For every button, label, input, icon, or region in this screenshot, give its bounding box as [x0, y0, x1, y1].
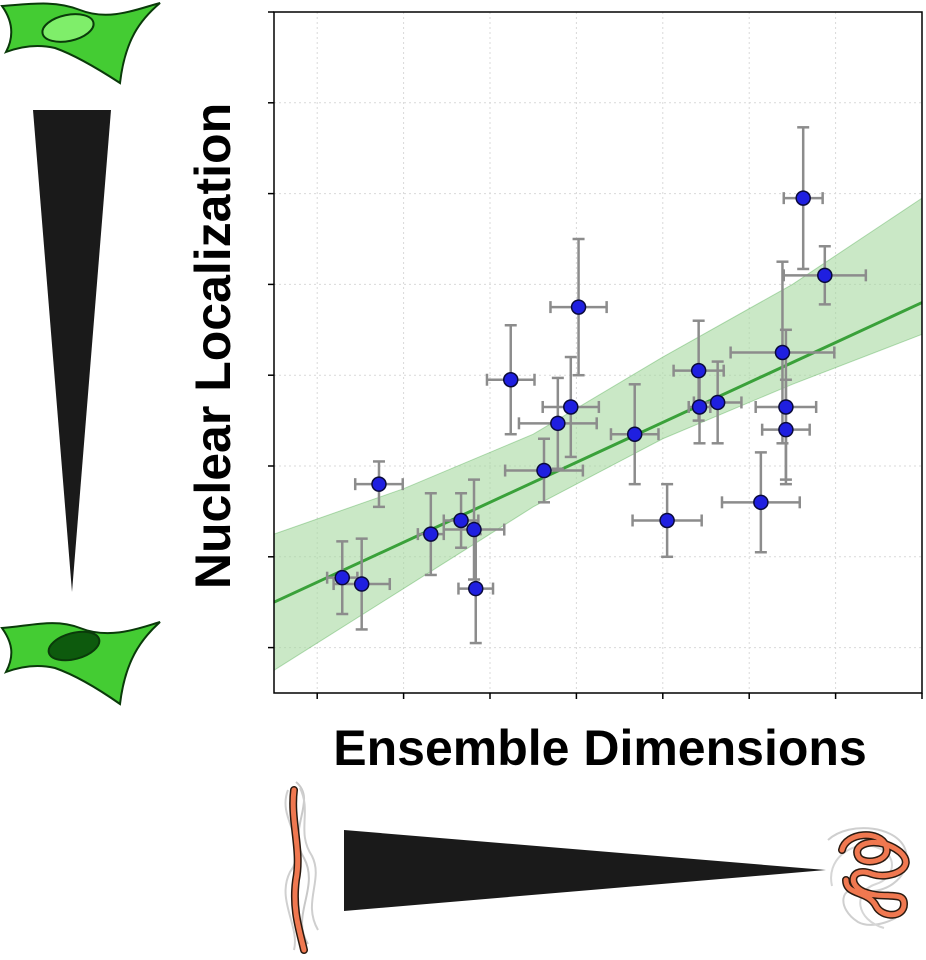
data-point	[774, 344, 791, 361]
axis-ticks	[268, 11, 923, 699]
data-point	[778, 421, 794, 438]
data-point	[550, 415, 566, 432]
data-point	[753, 494, 769, 511]
data-point	[536, 462, 552, 479]
decreasing-wedge-icon	[33, 110, 111, 592]
data-point	[563, 399, 579, 415]
data-point	[795, 190, 811, 206]
data-point	[502, 371, 519, 388]
data-point	[453, 512, 469, 529]
data-point	[817, 267, 833, 284]
data-point	[423, 526, 439, 542]
data-point	[334, 569, 351, 586]
data-point	[353, 576, 370, 592]
decreasing-wedge-icon	[344, 830, 826, 911]
y-axis-title: Nuclear Localization	[185, 103, 241, 589]
data-point	[691, 399, 708, 415]
data-point	[690, 362, 707, 379]
data-point	[626, 426, 643, 442]
data-point	[709, 394, 726, 411]
data-point	[467, 580, 484, 597]
nuclear-cell-icon	[0, 621, 161, 706]
nucleus-light-icon	[41, 13, 95, 43]
extended-chain-icon	[284, 781, 319, 954]
data-point	[659, 512, 675, 529]
data-point	[778, 399, 794, 415]
data-point	[570, 299, 587, 315]
data-point	[466, 521, 482, 538]
cytoplasmic-cell-icon	[0, 2, 161, 85]
nucleus-dark-icon	[47, 630, 101, 662]
compact-chain-icon	[827, 827, 910, 929]
data-points	[334, 190, 833, 597]
plot-frame	[273, 11, 923, 694]
scatter-plot	[268, 11, 923, 699]
x-axis-title: Ensemble Dimensions	[333, 720, 867, 776]
data-point	[371, 476, 387, 492]
